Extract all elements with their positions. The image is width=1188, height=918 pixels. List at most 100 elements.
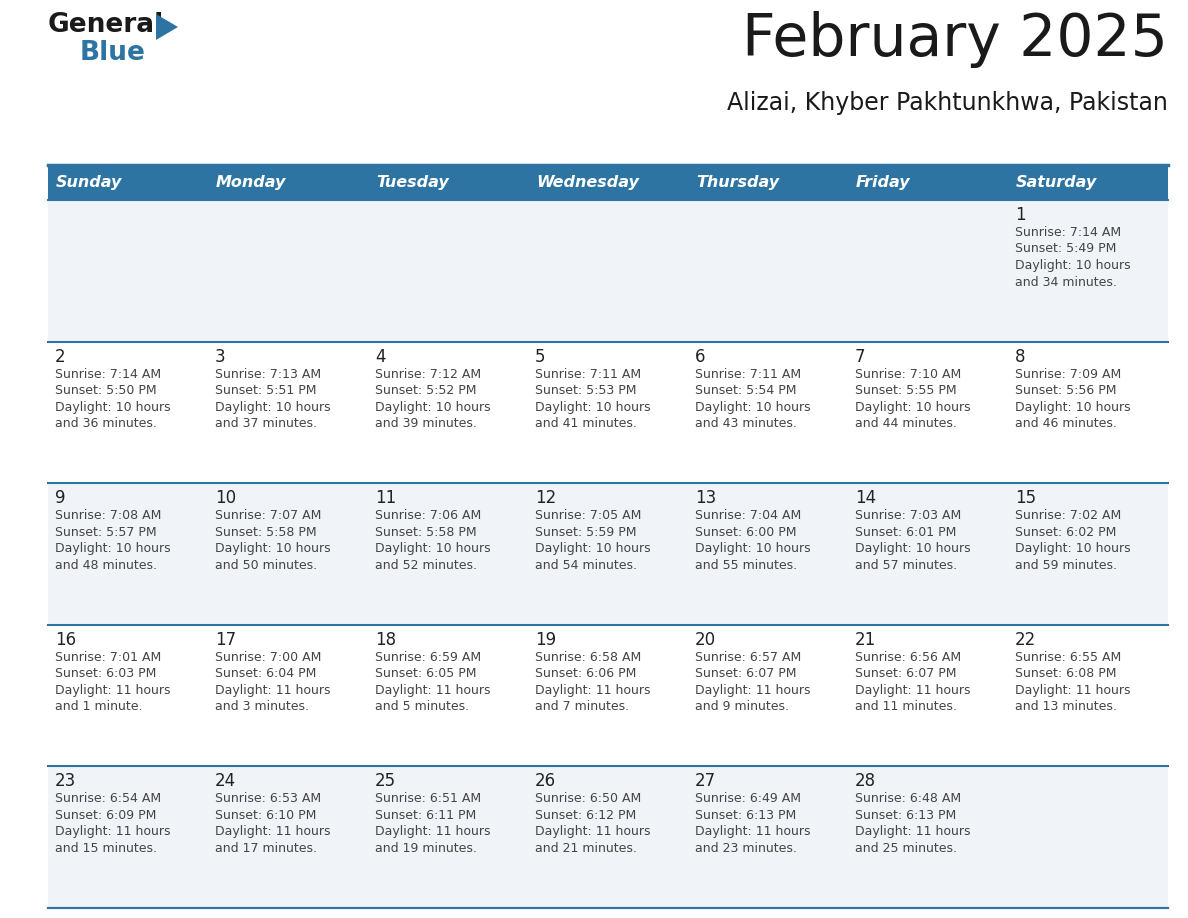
Text: Sunrise: 6:55 AM: Sunrise: 6:55 AM: [1015, 651, 1121, 664]
Text: General: General: [48, 12, 164, 38]
Text: Daylight: 11 hours: Daylight: 11 hours: [855, 684, 971, 697]
Text: Daylight: 10 hours: Daylight: 10 hours: [55, 543, 171, 555]
Text: Sunset: 6:04 PM: Sunset: 6:04 PM: [215, 667, 316, 680]
Text: Sunrise: 7:14 AM: Sunrise: 7:14 AM: [1015, 226, 1121, 239]
Text: Sunrise: 7:12 AM: Sunrise: 7:12 AM: [375, 367, 481, 381]
Text: and 11 minutes.: and 11 minutes.: [855, 700, 956, 713]
Text: Daylight: 11 hours: Daylight: 11 hours: [695, 684, 810, 697]
Text: 2: 2: [55, 348, 65, 365]
Text: Sunday: Sunday: [56, 175, 122, 190]
Text: 3: 3: [215, 348, 226, 365]
Text: and 25 minutes.: and 25 minutes.: [855, 842, 958, 855]
Text: Sunrise: 6:51 AM: Sunrise: 6:51 AM: [375, 792, 481, 805]
Text: Daylight: 11 hours: Daylight: 11 hours: [1015, 684, 1131, 697]
Bar: [48, 767, 1168, 908]
Text: 8: 8: [1015, 348, 1025, 365]
Text: Blue: Blue: [80, 40, 146, 66]
Text: Sunrise: 6:49 AM: Sunrise: 6:49 AM: [695, 792, 801, 805]
Text: Daylight: 11 hours: Daylight: 11 hours: [55, 825, 171, 838]
Bar: [48, 483, 1168, 625]
Text: Tuesday: Tuesday: [375, 175, 449, 190]
Text: Sunrise: 7:07 AM: Sunrise: 7:07 AM: [215, 509, 322, 522]
Text: Sunset: 5:57 PM: Sunset: 5:57 PM: [55, 526, 157, 539]
Text: Sunrise: 7:08 AM: Sunrise: 7:08 AM: [55, 509, 162, 522]
Text: Sunrise: 7:01 AM: Sunrise: 7:01 AM: [55, 651, 162, 664]
Text: Daylight: 10 hours: Daylight: 10 hours: [1015, 259, 1131, 272]
Text: 6: 6: [695, 348, 706, 365]
Text: Daylight: 10 hours: Daylight: 10 hours: [855, 543, 971, 555]
Text: Daylight: 11 hours: Daylight: 11 hours: [55, 684, 171, 697]
Text: Daylight: 10 hours: Daylight: 10 hours: [1015, 400, 1131, 414]
Text: Sunrise: 7:11 AM: Sunrise: 7:11 AM: [695, 367, 801, 381]
Text: Saturday: Saturday: [1016, 175, 1098, 190]
Text: Daylight: 10 hours: Daylight: 10 hours: [855, 400, 971, 414]
Text: Sunrise: 7:00 AM: Sunrise: 7:00 AM: [215, 651, 322, 664]
Text: Daylight: 10 hours: Daylight: 10 hours: [55, 400, 171, 414]
Text: Sunrise: 6:54 AM: Sunrise: 6:54 AM: [55, 792, 162, 805]
Text: 20: 20: [695, 631, 716, 649]
Text: Thursday: Thursday: [696, 175, 779, 190]
Text: and 9 minutes.: and 9 minutes.: [695, 700, 789, 713]
Text: 15: 15: [1015, 489, 1036, 508]
Text: Sunset: 5:50 PM: Sunset: 5:50 PM: [55, 384, 157, 397]
Text: 25: 25: [375, 772, 396, 790]
Polygon shape: [156, 14, 178, 40]
Text: and 52 minutes.: and 52 minutes.: [375, 559, 478, 572]
Text: Sunset: 6:11 PM: Sunset: 6:11 PM: [375, 809, 476, 822]
Text: Sunrise: 6:58 AM: Sunrise: 6:58 AM: [535, 651, 642, 664]
Bar: [48, 165, 1168, 200]
Text: Sunset: 6:03 PM: Sunset: 6:03 PM: [55, 667, 157, 680]
Text: Sunset: 5:58 PM: Sunset: 5:58 PM: [375, 526, 476, 539]
Text: Sunset: 6:00 PM: Sunset: 6:00 PM: [695, 526, 796, 539]
Text: 27: 27: [695, 772, 716, 790]
Text: and 43 minutes.: and 43 minutes.: [695, 417, 797, 431]
Text: Sunrise: 7:03 AM: Sunrise: 7:03 AM: [855, 509, 961, 522]
Text: and 50 minutes.: and 50 minutes.: [215, 559, 317, 572]
Text: Daylight: 11 hours: Daylight: 11 hours: [535, 684, 651, 697]
Text: Sunrise: 6:48 AM: Sunrise: 6:48 AM: [855, 792, 961, 805]
Text: 24: 24: [215, 772, 236, 790]
Text: Daylight: 10 hours: Daylight: 10 hours: [375, 400, 491, 414]
Text: Sunset: 5:59 PM: Sunset: 5:59 PM: [535, 526, 637, 539]
Text: and 41 minutes.: and 41 minutes.: [535, 417, 637, 431]
Text: Sunrise: 7:02 AM: Sunrise: 7:02 AM: [1015, 509, 1121, 522]
Text: and 5 minutes.: and 5 minutes.: [375, 700, 469, 713]
Text: Sunset: 6:12 PM: Sunset: 6:12 PM: [535, 809, 637, 822]
Text: 9: 9: [55, 489, 65, 508]
Text: Sunrise: 7:09 AM: Sunrise: 7:09 AM: [1015, 367, 1121, 381]
Text: 1: 1: [1015, 206, 1025, 224]
Text: Sunset: 5:53 PM: Sunset: 5:53 PM: [535, 384, 637, 397]
Text: Sunset: 5:49 PM: Sunset: 5:49 PM: [1015, 242, 1117, 255]
Text: and 19 minutes.: and 19 minutes.: [375, 842, 476, 855]
Text: Daylight: 10 hours: Daylight: 10 hours: [375, 543, 491, 555]
Text: Sunrise: 7:10 AM: Sunrise: 7:10 AM: [855, 367, 961, 381]
Text: and 23 minutes.: and 23 minutes.: [695, 842, 797, 855]
Text: and 3 minutes.: and 3 minutes.: [215, 700, 309, 713]
Text: 28: 28: [855, 772, 876, 790]
Text: 21: 21: [855, 631, 877, 649]
Bar: [48, 200, 1168, 341]
Text: Sunset: 6:09 PM: Sunset: 6:09 PM: [55, 809, 157, 822]
Text: 14: 14: [855, 489, 876, 508]
Text: Daylight: 10 hours: Daylight: 10 hours: [535, 543, 651, 555]
Text: Sunrise: 6:50 AM: Sunrise: 6:50 AM: [535, 792, 642, 805]
Text: and 13 minutes.: and 13 minutes.: [1015, 700, 1117, 713]
Text: Sunset: 6:07 PM: Sunset: 6:07 PM: [855, 667, 956, 680]
Text: 7: 7: [855, 348, 866, 365]
Text: Daylight: 10 hours: Daylight: 10 hours: [535, 400, 651, 414]
Text: Sunset: 6:07 PM: Sunset: 6:07 PM: [695, 667, 796, 680]
Text: Sunrise: 6:56 AM: Sunrise: 6:56 AM: [855, 651, 961, 664]
Text: Friday: Friday: [857, 175, 911, 190]
Text: and 7 minutes.: and 7 minutes.: [535, 700, 630, 713]
Text: 19: 19: [535, 631, 556, 649]
Text: 10: 10: [215, 489, 236, 508]
Text: Sunset: 6:06 PM: Sunset: 6:06 PM: [535, 667, 637, 680]
Text: Daylight: 11 hours: Daylight: 11 hours: [215, 684, 330, 697]
Text: 23: 23: [55, 772, 76, 790]
Text: Sunset: 5:56 PM: Sunset: 5:56 PM: [1015, 384, 1117, 397]
Text: Sunset: 6:13 PM: Sunset: 6:13 PM: [855, 809, 956, 822]
Text: and 54 minutes.: and 54 minutes.: [535, 559, 637, 572]
Text: Monday: Monday: [216, 175, 286, 190]
Text: Daylight: 10 hours: Daylight: 10 hours: [215, 543, 330, 555]
Text: Sunset: 5:52 PM: Sunset: 5:52 PM: [375, 384, 476, 397]
